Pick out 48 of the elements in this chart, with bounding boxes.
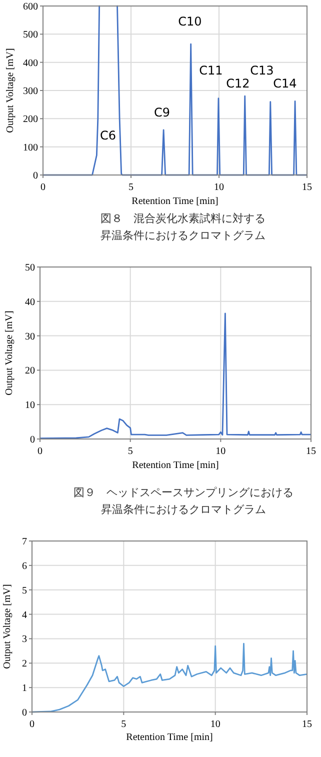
text: 図８ 混合炭化水素試料に対する昇温条件におけるクロマトグラム — [100, 212, 266, 242]
x-tick-label: 5 — [121, 719, 126, 730]
x-tick-label: 10 — [210, 719, 220, 730]
x-tick-label: 15 — [306, 446, 316, 457]
x-tick-label: 15 — [302, 182, 312, 193]
annotation: C9 — [154, 105, 170, 120]
line-series — [40, 312, 311, 440]
y-tick-label: 0 — [33, 170, 38, 182]
y-tick-label: 1 — [22, 683, 27, 694]
y-tick-label: 50 — [25, 262, 35, 274]
y-tick-label: 30 — [25, 331, 35, 342]
y-axis-title: Output Voltage [mV] — [4, 310, 15, 396]
y-tick-label: 2 — [22, 658, 27, 670]
y-tick-label: 100 — [23, 142, 38, 154]
x-tick-label: 5 — [128, 446, 133, 457]
y-tick-label: 500 — [23, 30, 38, 41]
y-tick-label: 5 — [22, 585, 27, 596]
y-tick-label: 10 — [25, 400, 35, 412]
x-tick-label: 0 — [40, 182, 46, 193]
text: 図９ ヘッドスペースサンプリングにおける昇温条件におけるクロマトグラム — [74, 486, 294, 516]
annotation: C6 — [100, 128, 116, 142]
x-tick-label: 10 — [216, 446, 226, 457]
y-tick-label: 4 — [22, 610, 27, 621]
y-tick-label: 3 — [22, 634, 27, 646]
y-tick-label: 6 — [22, 560, 27, 572]
y-tick-label: 40 — [25, 296, 35, 308]
annotation: C14 — [273, 76, 297, 90]
x-axis-title: Retention Time [min] — [132, 460, 219, 471]
x-tick-label: 10 — [214, 182, 224, 193]
annotation: C11 — [199, 63, 223, 78]
y-tick-label: 0 — [30, 434, 35, 446]
annotation: C13 — [250, 63, 274, 78]
y-tick-label: 200 — [23, 114, 38, 126]
x-tick-label: 5 — [128, 182, 134, 193]
y-tick-label: 20 — [25, 366, 35, 377]
y-tick-label: 600 — [23, 2, 38, 12]
x-axis-title: Retention Time [min] — [126, 732, 213, 743]
annotation: C12 — [226, 76, 250, 90]
x-tick-label: 15 — [302, 719, 312, 730]
x-axis-title: Retention Time [min] — [132, 196, 218, 207]
line-series — [32, 642, 307, 713]
y-tick-label: 0 — [22, 708, 27, 718]
y-axis-title: Output Voltage [mV] — [2, 584, 13, 669]
y-tick-label: 400 — [23, 58, 38, 69]
y-tick-label: 300 — [23, 86, 38, 97]
y-tick-label: 7 — [22, 536, 27, 548]
annotation: C10 — [178, 14, 202, 28]
y-axis-title: Output Voltage [mV] — [5, 48, 16, 133]
